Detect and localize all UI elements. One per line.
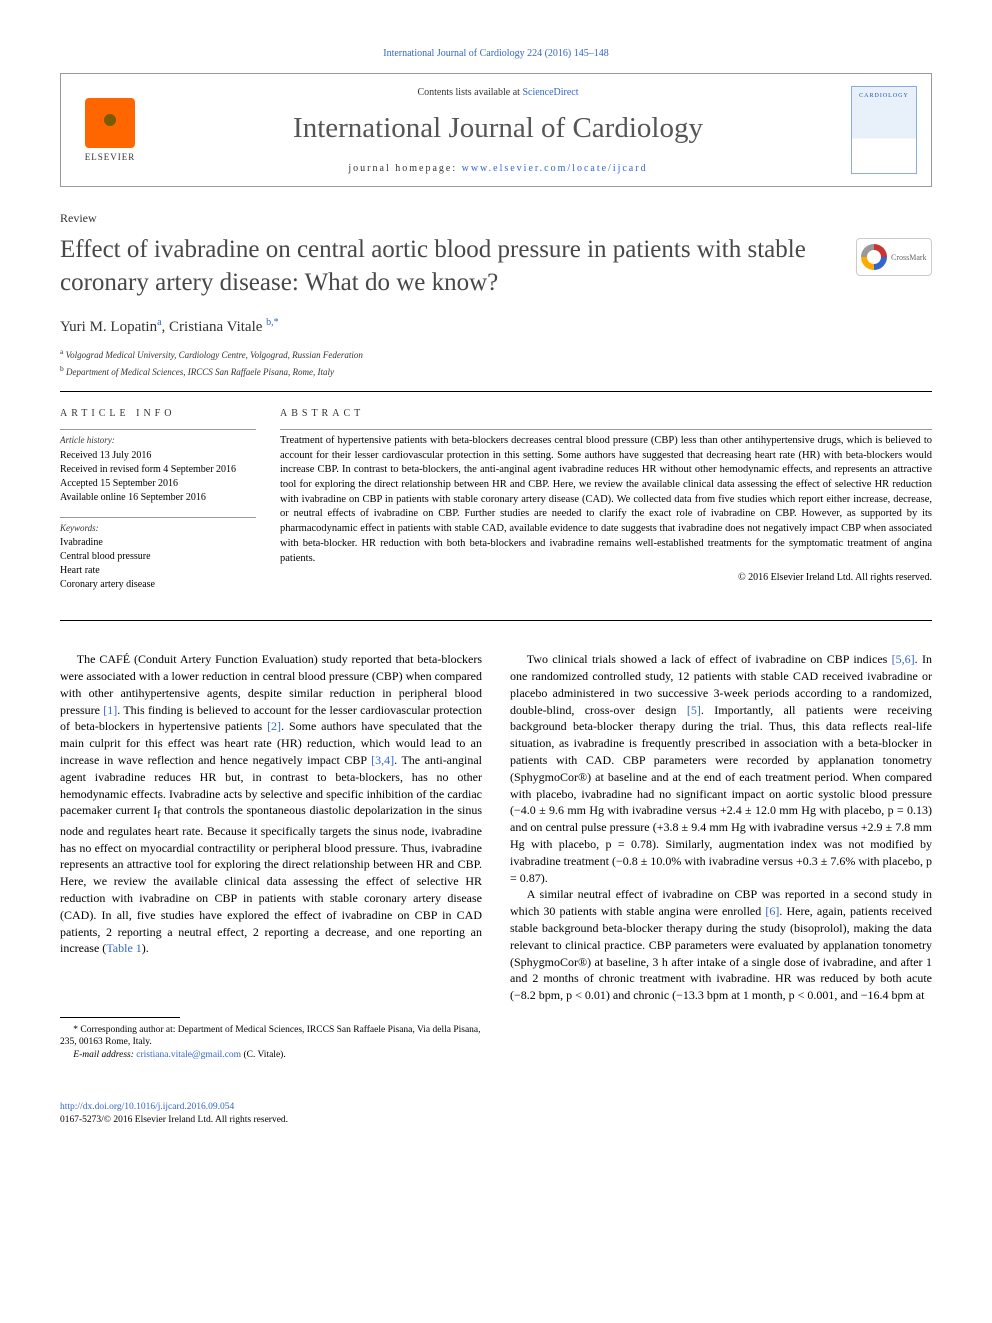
accepted-date: Accepted 15 September 2016: [60, 477, 256, 491]
abstract-text: Treatment of hypertensive patients with …: [280, 429, 932, 566]
email-suffix: (C. Vitale).: [241, 1050, 286, 1060]
corresponding-footnote: * Corresponding author at: Department of…: [60, 1024, 482, 1049]
info-heading: article info: [60, 408, 256, 419]
right-column: Two clinical trials showed a lack of eff…: [510, 651, 932, 1061]
citation-link[interactable]: [1]: [103, 703, 117, 717]
journal-name: International Journal of Cardiology: [145, 112, 851, 145]
crossmark-icon: [861, 244, 887, 270]
body-text: ).: [142, 941, 149, 955]
keyword: Heart rate: [60, 564, 256, 578]
header-center: Contents lists available at ScienceDirec…: [145, 87, 851, 174]
sciencedirect-link[interactable]: ScienceDirect: [522, 87, 578, 98]
homepage-link[interactable]: www.elsevier.com/locate/ijcard: [462, 163, 648, 174]
contents-prefix: Contents lists available at: [417, 87, 522, 98]
crossmark-badge[interactable]: CrossMark: [856, 238, 932, 276]
citation-link[interactable]: [5,6]: [892, 652, 915, 666]
email-label: E-mail address:: [73, 1050, 136, 1060]
page-footer: http://dx.doi.org/10.1016/j.ijcard.2016.…: [60, 1101, 932, 1126]
citation-link[interactable]: [2]: [267, 719, 281, 733]
revised-date: Received in revised form 4 September 201…: [60, 463, 256, 477]
footnote-separator: [60, 1017, 180, 1018]
elsevier-logo: ELSEVIER: [75, 90, 145, 170]
info-abstract-block: article info Article history: Received 1…: [60, 391, 932, 621]
journal-header-box: ELSEVIER Contents lists available at Sci…: [60, 73, 932, 187]
title-row: Effect of ivabradine on central aortic b…: [60, 234, 932, 299]
body-text: Two clinical trials showed a lack of eff…: [527, 652, 892, 666]
received-date: Received 13 July 2016: [60, 449, 256, 463]
author-2-affil: b,: [266, 317, 274, 328]
author-1: Yuri M. Lopatin: [60, 319, 157, 335]
keyword: Central blood pressure: [60, 550, 256, 564]
body-paragraph: The CAFÉ (Conduit Artery Function Evalua…: [60, 651, 482, 957]
body-paragraph: A similar neutral effect of ivabradine o…: [510, 886, 932, 1004]
doi-link[interactable]: http://dx.doi.org/10.1016/j.ijcard.2016.…: [60, 1102, 234, 1112]
abstract-heading: abstract: [280, 408, 932, 419]
homepage-prefix: journal homepage:: [348, 163, 461, 174]
citation-link[interactable]: [5]: [687, 703, 701, 717]
keyword: Coronary artery disease: [60, 578, 256, 592]
elsevier-tree-icon: [85, 98, 135, 148]
keyword: Ivabradine: [60, 536, 256, 550]
abstract-copyright: © 2016 Elsevier Ireland Ltd. All rights …: [280, 572, 932, 583]
table-link[interactable]: Table 1: [106, 941, 141, 955]
footnote-text: * Corresponding author at: Department of…: [60, 1025, 481, 1047]
article-title: Effect of ivabradine on central aortic b…: [60, 234, 836, 299]
history-label: Article history:: [60, 434, 256, 447]
keywords-block: Keywords: Ivabradine Central blood press…: [60, 517, 256, 593]
issn-copyright: 0167-5273/© 2016 Elsevier Ireland Ltd. A…: [60, 1114, 932, 1126]
affiliation-a: Volgograd Medical University, Cardiology…: [66, 350, 363, 360]
body-text: that controls the spontaneous diastolic …: [60, 803, 482, 955]
left-column: The CAFÉ (Conduit Artery Function Evalua…: [60, 651, 482, 1061]
contents-line: Contents lists available at ScienceDirec…: [145, 87, 851, 98]
body-columns: The CAFÉ (Conduit Artery Function Evalua…: [60, 651, 932, 1061]
citation-link[interactable]: [6]: [765, 904, 779, 918]
citation-link[interactable]: [3,4]: [371, 753, 394, 767]
article-type: Review: [60, 211, 932, 226]
history-block: Article history: Received 13 July 2016 R…: [60, 429, 256, 505]
body-paragraph: Two clinical trials showed a lack of eff…: [510, 651, 932, 886]
online-date: Available online 16 September 2016: [60, 491, 256, 505]
corresponding-star[interactable]: *: [274, 317, 279, 328]
body-text: . Here, again, patients received stable …: [510, 904, 932, 1002]
journal-cover-thumbnail: CARDIOLOGY: [851, 86, 917, 174]
authors: Yuri M. Lopatina, Cristiana Vitale b,*: [60, 317, 932, 336]
citation-link[interactable]: International Journal of Cardiology 224 …: [383, 48, 609, 59]
cover-text: CARDIOLOGY: [859, 93, 909, 99]
keywords-label: Keywords:: [60, 522, 256, 535]
author-2: Cristiana Vitale: [169, 319, 262, 335]
affiliations: a Volgograd Medical University, Cardiolo…: [60, 346, 932, 379]
abstract-column: abstract Treatment of hypertensive patie…: [280, 408, 932, 604]
body-text: . Importantly, all patients were receivi…: [510, 703, 932, 885]
elsevier-label: ELSEVIER: [85, 152, 136, 162]
author-sep: ,: [162, 319, 170, 335]
email-link[interactable]: cristiana.vitale@gmail.com: [136, 1050, 241, 1060]
journal-citation-header[interactable]: International Journal of Cardiology 224 …: [60, 48, 932, 59]
article-info: article info Article history: Received 1…: [60, 408, 280, 604]
email-footnote: E-mail address: cristiana.vitale@gmail.c…: [60, 1049, 482, 1061]
homepage-line: journal homepage: www.elsevier.com/locat…: [145, 163, 851, 174]
crossmark-label: CrossMark: [891, 253, 927, 262]
affiliation-b: Department of Medical Sciences, IRCCS Sa…: [66, 367, 334, 377]
